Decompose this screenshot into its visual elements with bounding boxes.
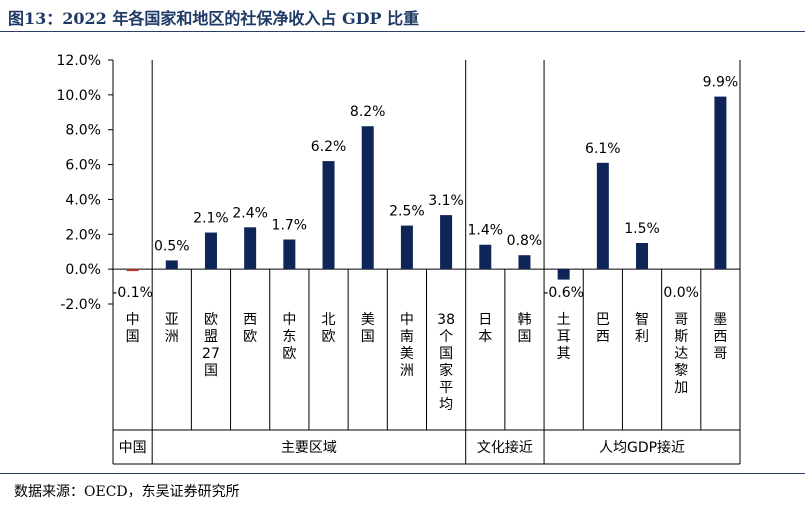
y-tick-label: 8.0%	[65, 123, 101, 139]
bar-3	[204, 232, 217, 270]
y-tick-label: 6.0%	[65, 158, 101, 174]
data-label: 0.5%	[154, 238, 190, 254]
category-label: 哥斯达黎加	[674, 312, 688, 396]
y-tick-label: -2.0%	[60, 297, 101, 313]
bar-10	[479, 244, 492, 270]
group-label: 文化接近	[477, 439, 533, 456]
bar-12	[557, 269, 570, 280]
data-label: 6.2%	[311, 139, 347, 155]
data-label: 0.8%	[507, 233, 543, 249]
data-label: 3.1%	[428, 193, 464, 209]
chart-area: -2.0% 0.0% 2.0% 4.0% 6.0% 8.0% 10.0% 12.0% -0.1%…	[57, 53, 741, 465]
bar-8	[400, 225, 413, 270]
category-label: 韩国	[517, 312, 531, 345]
data-label: 1.7%	[272, 218, 308, 234]
y-tick-label: 0.0%	[65, 262, 101, 278]
group-label: 人均GDP接近	[599, 439, 685, 456]
bar-7	[361, 126, 374, 270]
category-label: 中南美洲	[400, 312, 414, 379]
data-label: 6.1%	[585, 141, 621, 157]
bar-6	[322, 161, 335, 270]
bar-1	[126, 269, 139, 272]
footer-divider	[0, 473, 805, 474]
category-label: 巴西	[596, 312, 610, 345]
title-divider	[0, 31, 805, 32]
category-label: 墨西哥	[713, 312, 727, 362]
bar-16	[714, 96, 727, 270]
y-tick-label: 4.0%	[65, 192, 101, 208]
bar-9	[440, 215, 453, 270]
source-note: 数据来源：OECD，东吴证券研究所	[14, 484, 240, 500]
y-tick-label: 10.0%	[57, 88, 101, 104]
category-label: 智利	[635, 312, 649, 345]
category-label: 日本	[478, 312, 492, 345]
category-label: 中东欧	[282, 312, 296, 362]
bar-5	[283, 239, 296, 270]
data-label: -0.6%	[543, 285, 584, 301]
data-label: 1.4%	[467, 223, 503, 239]
category-label: 西欧	[243, 312, 257, 345]
bar-2	[165, 260, 178, 270]
category-label: 中国	[126, 312, 140, 345]
bar-4	[244, 227, 257, 270]
data-label: 1.5%	[624, 221, 660, 237]
category-label: 美国	[361, 312, 375, 345]
bar-14	[636, 243, 649, 270]
data-label: -0.1%	[112, 285, 153, 301]
data-label: 9.9%	[703, 75, 739, 91]
category-label: 38 个国家平均	[437, 312, 455, 413]
bar-11	[518, 255, 531, 270]
data-label: 8.2%	[350, 104, 386, 120]
bar-13	[596, 162, 609, 270]
y-tick-label: 12.0%	[57, 53, 101, 69]
category-label: 北欧	[322, 312, 336, 345]
group-label: 中国	[119, 440, 147, 456]
category-label: 欧盟 27 国	[202, 312, 220, 379]
category-label: 土耳其	[557, 312, 571, 362]
chart-title: 图13：2022 年各国家和地区的社保净收入占 GDP 比重	[8, 9, 420, 28]
title-bar: 图13：2022 年各国家和地区的社保净收入占 GDP 比重	[0, 0, 805, 30]
data-label: 0.0%	[663, 285, 699, 301]
group-label: 主要区域	[281, 440, 337, 456]
y-tick-label: 2.0%	[65, 227, 101, 243]
data-label: 2.5%	[389, 204, 425, 220]
category-label: 亚洲	[165, 312, 179, 345]
data-label: 2.4%	[232, 205, 268, 221]
data-label: 2.1%	[193, 211, 229, 227]
